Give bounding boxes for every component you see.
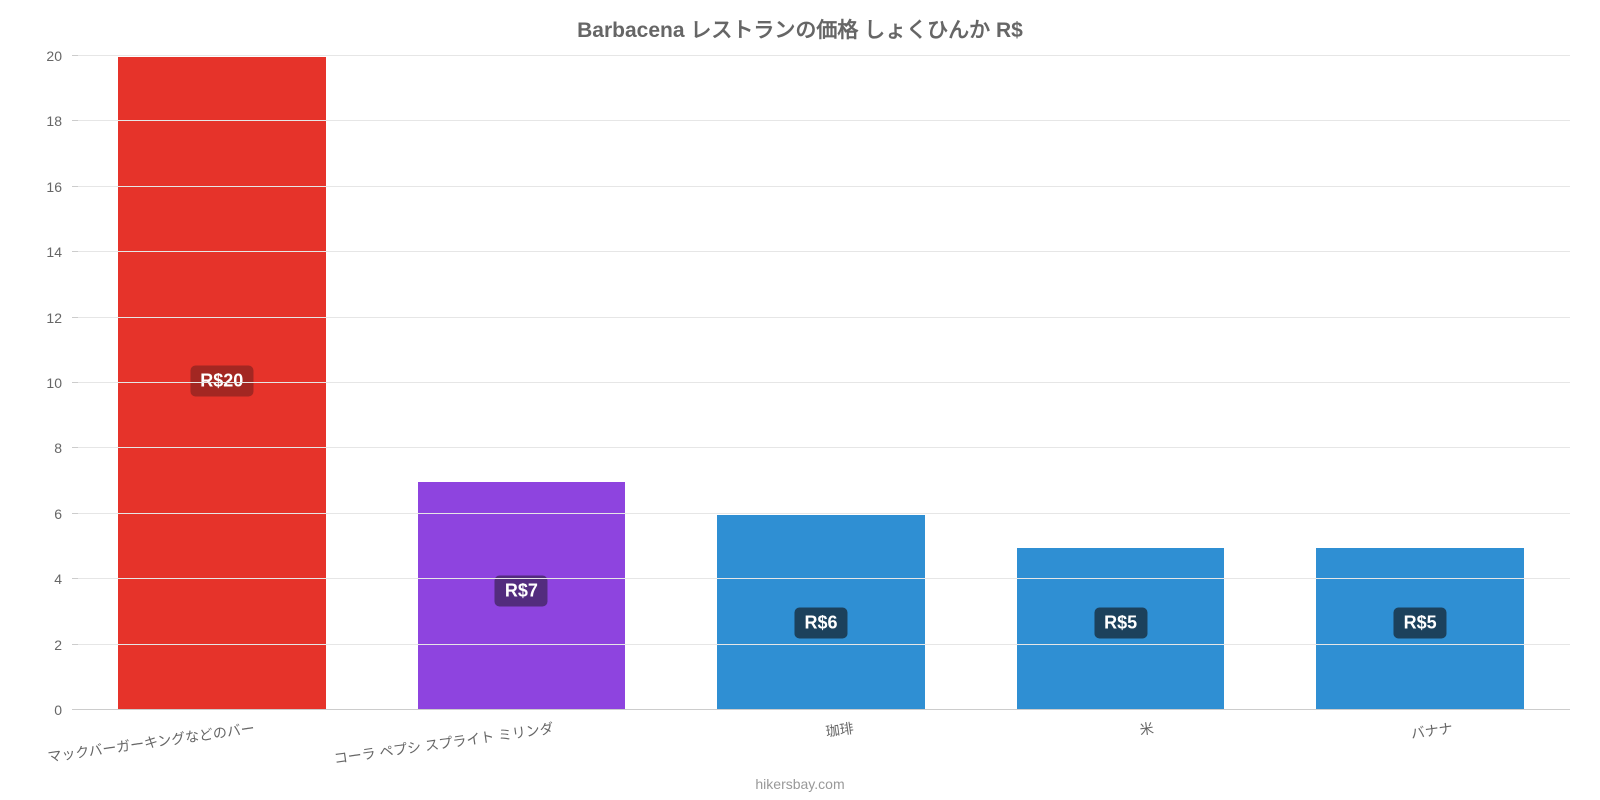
value-badge: R$5 — [1394, 608, 1447, 639]
bars-layer: R$20R$7R$6R$5R$5 — [72, 56, 1570, 710]
y-axis-label: 6 — [54, 506, 72, 522]
grid-line — [72, 644, 1570, 645]
y-tick — [72, 578, 78, 579]
y-tick — [72, 186, 78, 187]
y-axis-label: 18 — [46, 113, 72, 129]
y-axis-label: 2 — [54, 637, 72, 653]
value-badge: R$7 — [495, 575, 548, 606]
y-tick — [72, 317, 78, 318]
grid-line — [72, 251, 1570, 252]
y-axis-label: 14 — [46, 244, 72, 260]
y-axis-label: 16 — [46, 179, 72, 195]
credit-text: hikersbay.com — [755, 776, 844, 792]
y-axis-label: 4 — [54, 571, 72, 587]
y-tick — [72, 447, 78, 448]
grid-line — [72, 382, 1570, 383]
y-tick — [72, 120, 78, 121]
grid-line — [72, 513, 1570, 514]
grid-line — [72, 447, 1570, 448]
x-axis-line — [72, 709, 1570, 710]
x-axis-label: バナナ — [1409, 710, 1454, 744]
grid-line — [72, 578, 1570, 579]
y-tick — [72, 251, 78, 252]
y-tick — [72, 709, 78, 710]
x-axis-label: 珈琲 — [823, 710, 855, 742]
y-axis-label: 10 — [46, 375, 72, 391]
x-axis-label: コーラ ペプシ スプライト ミリンダ — [332, 710, 555, 769]
y-axis-label: 20 — [46, 48, 72, 64]
grid-line — [72, 186, 1570, 187]
y-tick — [72, 513, 78, 514]
y-axis-label: 8 — [54, 440, 72, 456]
y-axis-label: 0 — [54, 702, 72, 718]
y-tick — [72, 55, 78, 56]
y-tick — [72, 382, 78, 383]
plot-area: R$20R$7R$6R$5R$5 02468101214161820マックバーガ… — [72, 56, 1570, 710]
y-tick — [72, 644, 78, 645]
y-axis-label: 12 — [46, 310, 72, 326]
x-axis-label: 米 — [1137, 710, 1155, 740]
grid-line — [72, 55, 1570, 56]
chart-container: Barbacena レストランの価格 しょくひんか R$ R$20R$7R$6R… — [0, 0, 1600, 800]
value-badge: R$5 — [1094, 608, 1147, 639]
chart-title: Barbacena レストランの価格 しょくひんか R$ — [0, 0, 1600, 44]
grid-line — [72, 120, 1570, 121]
value-badge: R$6 — [794, 608, 847, 639]
x-axis-label: マックバーガーキングなどのバー — [45, 710, 256, 767]
grid-line — [72, 317, 1570, 318]
